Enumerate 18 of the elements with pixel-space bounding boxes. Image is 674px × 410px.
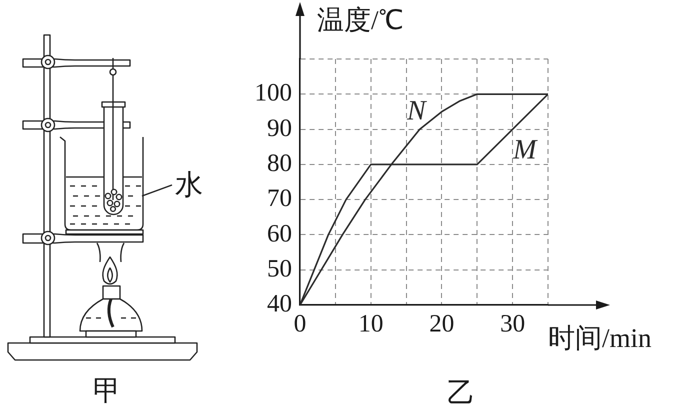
x-tick-label: 0 (294, 310, 306, 338)
y-axis-title: 温度/℃ (317, 5, 404, 35)
y-tick-label: 60 (267, 220, 292, 248)
y-tick-label: 80 (267, 150, 292, 177)
y-tick-label: 40 (267, 290, 292, 318)
series-label: M (512, 134, 538, 166)
x-tick-label: 30 (500, 310, 526, 338)
x-axis-title: 时间/min (548, 323, 652, 353)
text: 水 (175, 170, 203, 201)
text: 甲 (93, 376, 121, 407)
x-tick-label: 20 (429, 310, 454, 338)
y-tick-label: 90 (267, 114, 292, 142)
y-tick-label: 70 (267, 185, 292, 212)
text: 乙 (447, 378, 475, 409)
x-tick-label: 10 (358, 310, 384, 338)
y-tick-label: 50 (267, 255, 292, 282)
y-tick-label: 100 (254, 80, 292, 107)
series-label: N (406, 95, 428, 126)
